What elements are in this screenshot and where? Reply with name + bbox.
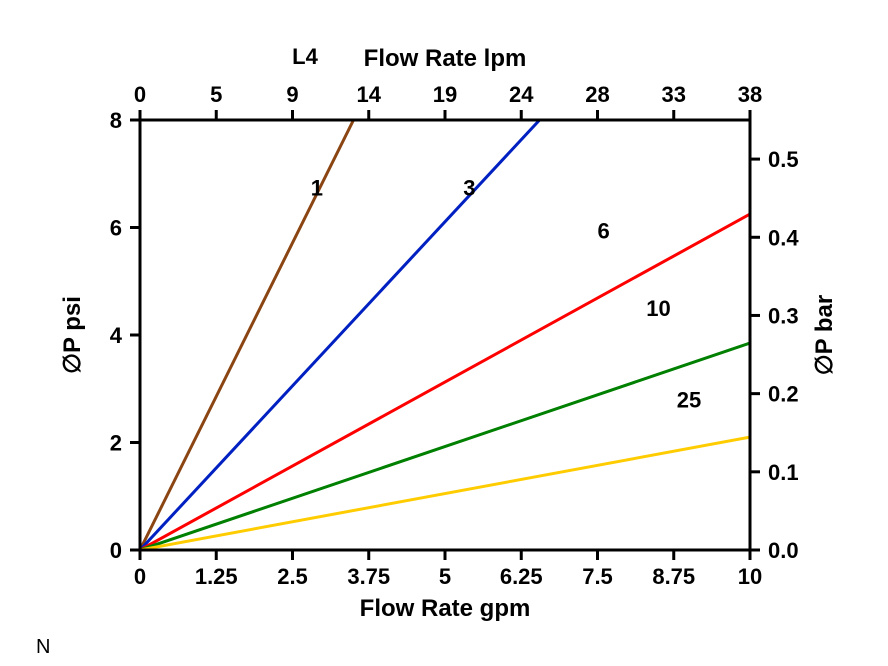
xb-tick-label: 1.25 — [195, 564, 238, 589]
flow-rate-chart: 01.252.53.7556.257.58.7510Flow Rate gpm0… — [0, 0, 888, 666]
series-label-25: 25 — [677, 388, 701, 413]
yr-tick-label: 0.0 — [768, 538, 799, 563]
xt-tick-label: 33 — [662, 82, 686, 107]
yl-tick-label: 2 — [110, 431, 122, 456]
yr-tick-label: 0.1 — [768, 460, 799, 485]
xt-tick-label: 19 — [433, 82, 457, 107]
xb-tick-label: 6.25 — [500, 564, 543, 589]
yl-tick-label: 0 — [110, 538, 122, 563]
series-label-1: 1 — [311, 175, 323, 200]
yl-tick-label: 4 — [110, 323, 123, 348]
x-bottom-title: Flow Rate gpm — [360, 595, 531, 622]
y-left-title: ∅P psi — [59, 296, 86, 374]
xb-tick-label: 2.5 — [277, 564, 308, 589]
xb-tick-label: 8.75 — [652, 564, 695, 589]
xt-tick-label: 5 — [210, 82, 222, 107]
footer-letter: N — [36, 636, 50, 659]
series-label-10: 10 — [646, 296, 670, 321]
yr-tick-label: 0.5 — [768, 147, 799, 172]
yr-tick-label: 0.2 — [768, 382, 799, 407]
xt-tick-label: 38 — [738, 82, 762, 107]
xb-tick-label: 5 — [439, 564, 451, 589]
xb-tick-label: 7.5 — [582, 564, 613, 589]
xt-tick-label: 28 — [585, 82, 609, 107]
series-label-3: 3 — [463, 175, 475, 200]
xt-tick-label: 24 — [509, 82, 534, 107]
yl-tick-label: 6 — [110, 216, 122, 241]
yl-tick-label: 8 — [110, 108, 122, 133]
xt-tick-label: 14 — [357, 82, 382, 107]
xt-tick-label: 9 — [286, 82, 298, 107]
xb-tick-label: 0 — [134, 564, 146, 589]
series-label-6: 6 — [597, 218, 609, 243]
yr-tick-label: 0.3 — [768, 303, 799, 328]
yr-tick-label: 0.4 — [768, 225, 799, 250]
xb-tick-label: 3.75 — [347, 564, 390, 589]
x-top-prelabel: L4 — [292, 44, 318, 69]
x-top-title: Flow Rate lpm — [364, 45, 527, 72]
y-right-title: ∅P bar — [811, 295, 838, 376]
xt-tick-label: 0 — [134, 82, 146, 107]
xb-tick-label: 10 — [738, 564, 762, 589]
